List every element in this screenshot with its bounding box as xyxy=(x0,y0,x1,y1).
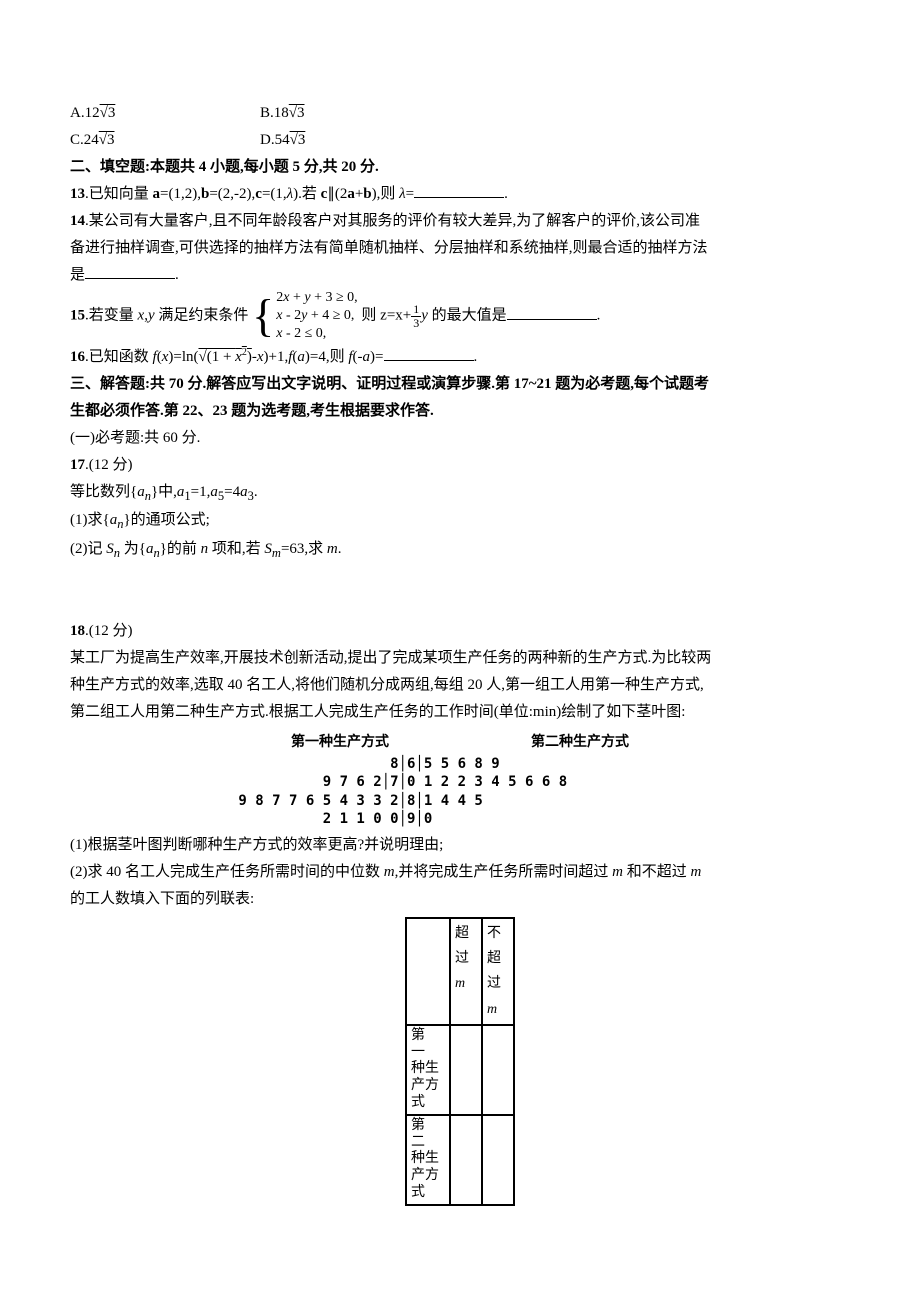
blank-q16 xyxy=(384,345,474,361)
q18-line3: 第二组工人用第二种生产方式.根据工人完成生产任务的工作时间(单位:min)绘制了… xyxy=(70,699,850,726)
cell-2-1 xyxy=(450,1115,482,1205)
q17-line2: (1)求{an}的通项公式; xyxy=(70,507,850,536)
stem-leaf-plot: 第一种生产方式 第二种生产方式 8│6│5 5 6 8 9 9 7 6 2│7│… xyxy=(70,730,850,828)
contingency-table: 超过m 不超过m 第一种生产方式 第二种生产方式 xyxy=(405,917,515,1206)
q12-options-row1: A.12√3 B.18√3 xyxy=(70,100,850,127)
q18-part2a: (2)求 40 名工人完成生产任务所需时间的中位数 m,并将完成生产任务所需时间… xyxy=(70,859,850,886)
opt-a: A.12√3 xyxy=(70,100,260,127)
q18-part1: (1)根据茎叶图判断哪种生产方式的效率更高?并说明理由; xyxy=(70,832,850,859)
q13: 13.已知向量 a=(1,2),b=(2,-2),c=(1,λ).若 c∥(2a… xyxy=(70,181,850,208)
cell-1-1 xyxy=(450,1025,482,1115)
q18-line2: 种生产方式的效率,选取 40 名工人,将他们随机分成两组,每组 20 人,第一组… xyxy=(70,672,850,699)
blank-q15 xyxy=(507,304,597,320)
tbl-row-method2: 第二种生产方式 xyxy=(406,1115,450,1205)
tbl-row-method1: 第一种生产方式 xyxy=(406,1025,450,1115)
stem-header-right: 第二种生产方式 xyxy=(470,730,690,755)
blank-q13 xyxy=(414,182,504,198)
blank-q14 xyxy=(85,263,175,279)
tbl-col-notexceed: 不超过m xyxy=(482,918,514,1025)
stem-leaf-data: 8│6│5 5 6 8 9 9 7 6 2│7│0 1 2 2 3 4 5 6 … xyxy=(230,755,690,828)
tbl-corner xyxy=(406,918,450,1025)
q16: 16.已知函数 f(x)=ln(√(1 + x2)-x)+1,f(a)=4,则 … xyxy=(70,344,850,371)
q14-line2: 备进行抽样调查,可供选择的抽样方法有简单随机抽样、分层抽样和系统抽样,则最合适的… xyxy=(70,235,850,262)
case-2: x - 2y + 4 ≥ 0, xyxy=(276,307,357,325)
section-3-heading-l2: 生都必须作答.第 22、23 题为选考题,考生根据要求作答. xyxy=(70,398,850,425)
q18-line1: 某工厂为提高生产效率,开展技术创新活动,提出了完成某项生产任务的两种新的生产方式… xyxy=(70,645,850,672)
cases-brace: { 2x + y + 3 ≥ 0, x - 2y + 4 ≥ 0, x - 2 … xyxy=(252,289,358,344)
q17-line1: 等比数列{an}中,a1=1,a5=4a3. xyxy=(70,479,850,508)
opt-d: D.54√3 xyxy=(260,127,305,154)
q14-line1: 14.某公司有大量客户,且不同年龄段客户对其服务的评价有较大差异,为了解客户的评… xyxy=(70,208,850,235)
q18-heading: 18.(12 分) xyxy=(70,618,850,645)
section-3a: (一)必考题:共 60 分. xyxy=(70,425,850,452)
opt-c: C.24√3 xyxy=(70,127,260,154)
case-1: 2x + y + 3 ≥ 0, xyxy=(276,289,357,307)
section-2-heading: 二、填空题:本题共 4 小题,每小题 5 分,共 20 分. xyxy=(70,154,850,181)
q17-heading: 17.(12 分) xyxy=(70,452,850,479)
section-3-heading-l1: 三、解答题:共 70 分.解答应写出文字说明、证明过程或演算步骤.第 17~21… xyxy=(70,371,850,398)
q17-line3: (2)记 Sn 为{an}的前 n 项和,若 Sm=63,求 m. xyxy=(70,536,850,565)
stem-header-left: 第一种生产方式 xyxy=(230,730,450,755)
cell-1-2 xyxy=(482,1025,514,1115)
case-3: x - 2 ≤ 0, xyxy=(276,325,357,343)
cell-2-2 xyxy=(482,1115,514,1205)
q12-options-row2: C.24√3 D.54√3 xyxy=(70,127,850,154)
q14-line3: 是. xyxy=(70,262,850,289)
tbl-col-exceed: 超过m xyxy=(450,918,482,1025)
fraction-1-3: 13 xyxy=(411,303,421,330)
opt-b: B.18√3 xyxy=(260,100,305,127)
q15: 15.若变量 x,y 满足约束条件 { 2x + y + 3 ≥ 0, x - … xyxy=(70,289,850,344)
q18-part2b: 的工人数填入下面的列联表: xyxy=(70,886,850,913)
